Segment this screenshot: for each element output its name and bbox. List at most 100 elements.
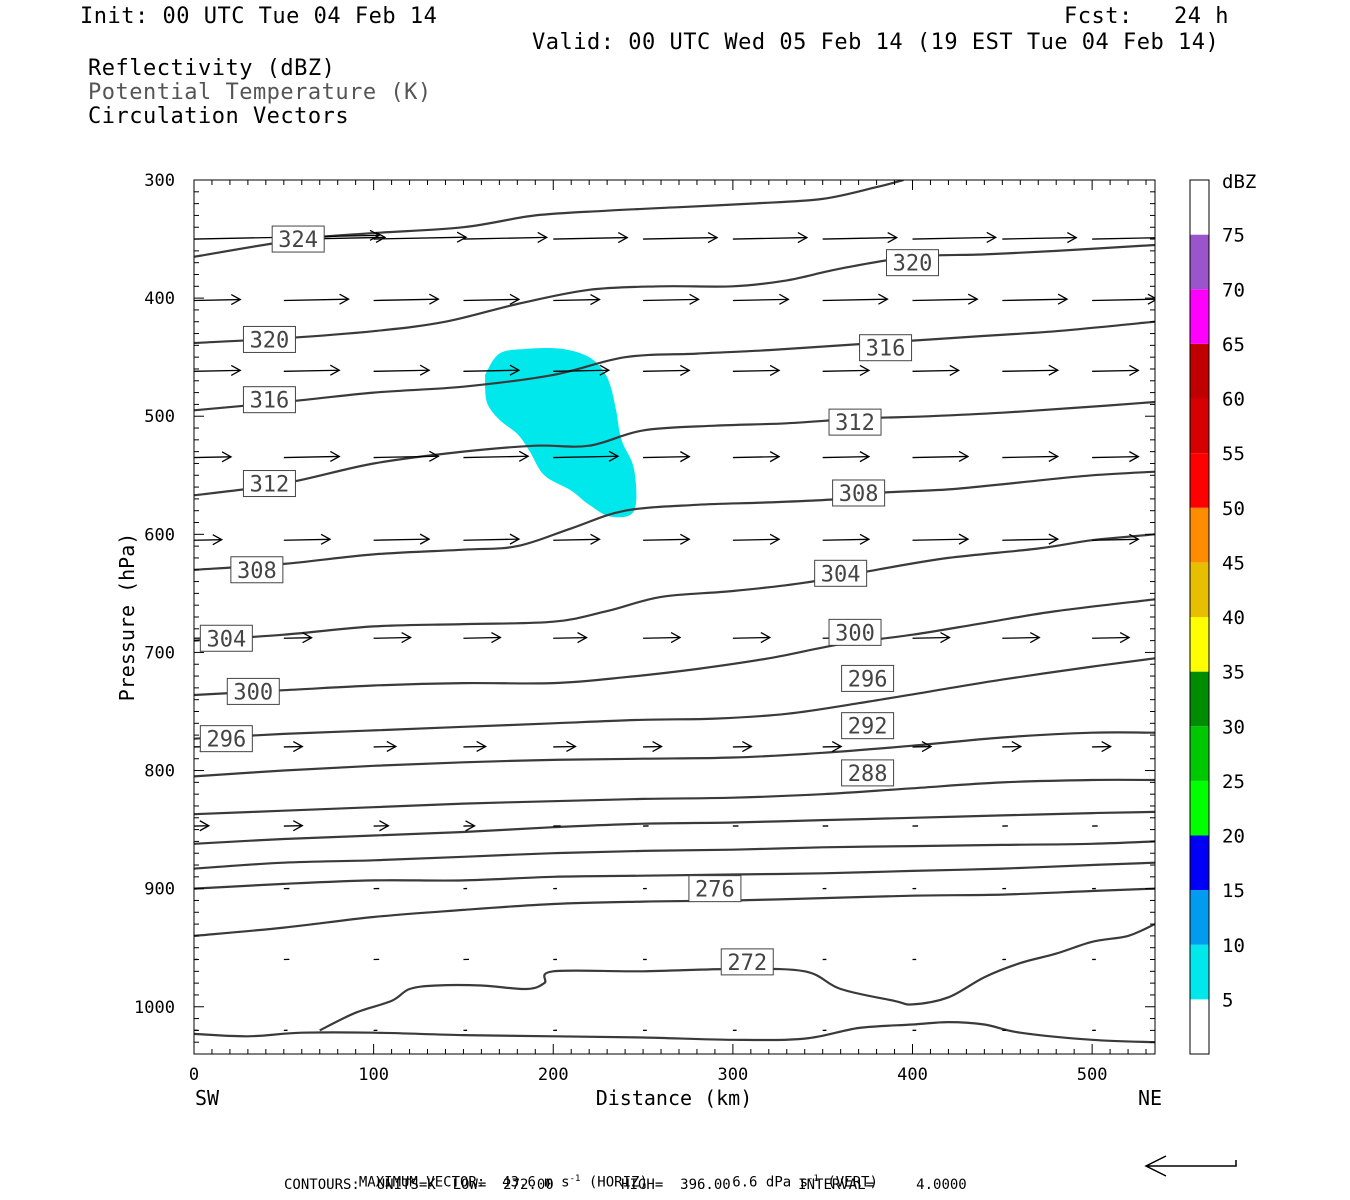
vector-0-3 [463,231,549,243]
vector-shaft [373,236,467,240]
vector-3-1 [283,450,341,463]
vector-shaft [912,538,969,541]
vector-head [986,231,998,243]
isentrope-label-text: 288 [848,762,888,787]
vector-head [1129,533,1140,545]
vector-shaft [1092,369,1139,372]
vector-shaft [1092,455,1139,459]
isentrope-label-box [242,470,296,498]
vector-head [769,451,781,463]
vector-shaft [194,456,232,459]
vector-shaft [1002,455,1058,459]
isentrope-label-box [841,712,895,740]
vector-head [465,820,476,832]
colorbar-swatch-7 [1190,562,1209,617]
x-tick-label-0: 0 [189,1065,199,1085]
colorbar-label-70: 70 [1222,279,1245,301]
vector-head [617,232,629,244]
vector-shaft [283,369,340,372]
vector-5-2 [373,631,412,644]
vector-shaft [822,298,888,302]
contour-info: CONTOURS: UNITS=K LOW= 272.00 HIGH= 396.… [284,1177,967,1193]
vector-head [679,533,691,545]
vector-head [797,232,809,244]
isentrope-label-box [688,875,742,903]
vector-2-0 [194,364,242,376]
max-horiz: 43.6 m s [502,1174,570,1191]
isentrope-label-272: 272 [720,948,774,976]
vector-shaft [1092,237,1155,240]
isentrope-label-box [841,664,895,692]
isentrope-280 [194,840,1155,870]
isentrope-label-276: 276 [688,875,742,903]
vector-shaft [194,539,222,541]
vector-shaft [194,369,241,372]
vector-shaft [643,236,718,240]
isentrope-label-text: 296 [206,728,246,753]
colorbar-label-45: 45 [1222,552,1245,574]
isentrope-label-box [230,556,284,584]
isentrope-label-text: 300 [233,680,273,705]
isentrope-268 [319,923,1155,1032]
vector-head [779,293,790,305]
isentrope-label-box [199,624,253,652]
vector-head [769,533,781,545]
max-vert-unit: (VERT) [827,1174,878,1191]
vector-6-7 [822,740,843,753]
vector-shaft [1092,538,1139,541]
vector-3-6 [732,451,781,463]
vector-3-5 [643,451,691,463]
colorbar-label-10: 10 [1222,935,1245,957]
vector-shaft [373,369,430,372]
vector-shaft [283,298,349,302]
vector-5-9 [1002,631,1041,644]
isentrope-label-box [828,618,882,646]
isentrope-label-296: 296 [199,725,253,753]
vector-head [375,231,387,243]
x-axis-title: Distance (km) [596,1086,753,1110]
x-tick-label-200: 200 [538,1065,569,1085]
vector-head [887,232,899,244]
vector-shaft [912,369,959,372]
vector-4-9 [1002,533,1060,545]
vector-head [599,364,611,376]
isentrope-label-320: 320 [242,325,296,353]
vector-0-5 [643,232,719,244]
vector-head [577,632,588,644]
vector-head [320,533,332,545]
vector-0-10 [1092,237,1155,240]
vector-head [1129,364,1140,376]
vector-shaft [463,538,519,541]
isentrope-label-box [832,479,886,507]
vector-4-1 [283,533,332,545]
isentrope-label-text: 296 [848,667,888,692]
vector-head [1048,533,1060,545]
colorbar-label-5: 5 [1222,989,1233,1011]
vector-2-3 [463,364,521,376]
isentrope-label-text: 272 [727,951,767,976]
x-tick-label-300: 300 [718,1065,749,1085]
vector-6-3 [463,740,487,753]
colorbar-swatch-12 [1190,289,1209,344]
vector-4-2 [373,533,431,545]
isentrope-label-text: 308 [839,482,879,507]
plot-frame [193,179,1156,1055]
isentrope-label-text: 316 [250,389,290,414]
vector-5-1 [283,632,313,644]
vector-shaft [553,298,600,302]
vector-shaft [1002,538,1058,541]
vector-head [429,293,440,305]
vector-2-10 [1092,364,1140,376]
isentrope-308 [194,470,1155,571]
isentrope-label-304: 304 [814,559,868,587]
vector-shaft [912,455,969,459]
isentrope-288 [194,778,1155,816]
vector-shaft [553,538,600,541]
vector-head [230,293,242,306]
vector-5-6 [732,631,772,644]
vector-4-6 [732,533,781,545]
vector-1-5 [643,293,700,305]
vector-head [967,293,979,305]
sw-label: SW [195,1086,220,1110]
field-circulation-vectors: Circulation Vectors [88,104,350,129]
